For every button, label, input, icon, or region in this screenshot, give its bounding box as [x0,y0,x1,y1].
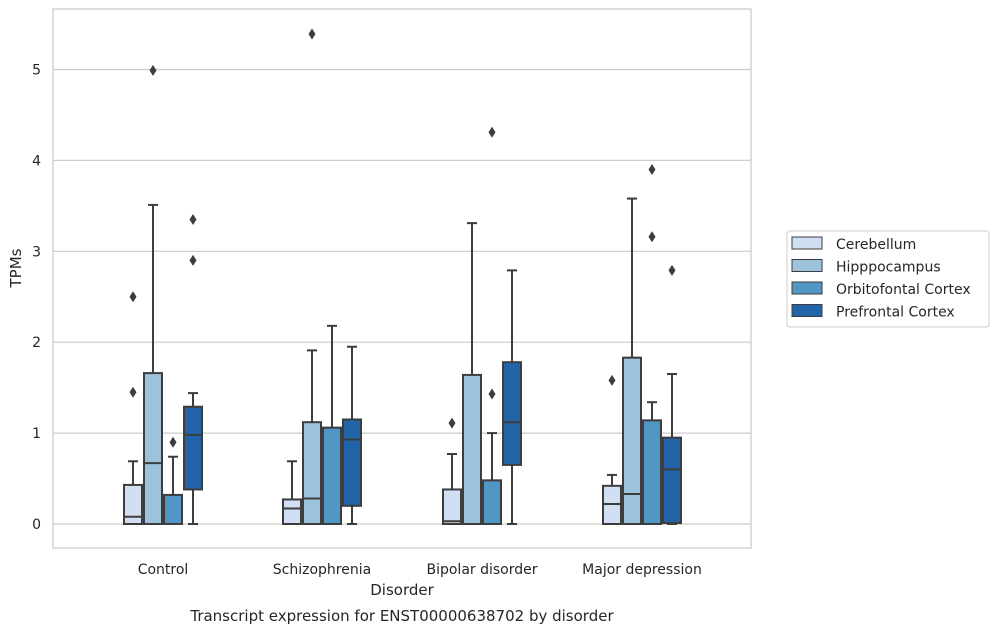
box-iqr [642,419,662,525]
outlier-point [149,64,157,76]
y-tick-label: 0 [32,517,41,533]
legend-label: Cerebellum [836,237,916,253]
y-tick-label: 1 [32,426,41,442]
box-0-3 [602,374,622,525]
box-iqr [342,418,362,507]
legend-label: Hipppocampus [836,260,941,276]
x-axis-title: Disorder [370,581,434,599]
y-tick-label: 2 [32,335,41,351]
chart-caption: Transcript expression for ENST0000063870… [189,607,614,625]
box-3-3 [662,264,682,525]
box-iqr [322,426,342,525]
box-iqr [462,373,482,526]
y-tick-labels: 0 1 2 3 4 5 [32,63,41,534]
legend-swatch [791,259,823,272]
y-axis-title: TPMs [7,248,25,288]
legend-swatch [791,304,823,317]
x-tick-label: Major depression [582,562,702,578]
box-iqr [302,421,322,525]
box-iqr [282,498,302,525]
outlier-point [648,231,656,243]
outlier-point [648,163,656,175]
box-0-0 [123,291,143,525]
outlier-point [608,374,616,386]
box-1-3 [622,197,642,526]
x-tick-label: Control [138,562,189,578]
boxes [123,28,682,526]
outlier-point [189,254,197,266]
box-iqr [482,479,502,526]
x-tick-labels: Control Schizophrenia Bipolar disorder Majo… [138,562,702,578]
box-iqr [123,483,143,525]
outlier-point [668,264,676,276]
box-2-1 [322,324,342,525]
legend-swatch [791,281,823,295]
outlier-point [448,417,456,429]
legend: Cerebellum Hipppocampus Orbitofontal Corte… [786,230,990,328]
box-iqr [662,436,682,525]
box-3-0 [183,213,203,525]
box-0-1 [282,460,302,525]
outlier-point [488,388,496,400]
legend-label: Orbitofontal Cortex [836,282,971,298]
box-iqr [442,488,462,526]
outlier-point [189,213,197,225]
legend-swatch [791,236,823,250]
outlier-point [129,386,137,398]
box-iqr [502,361,522,466]
legend-label: Prefrontal Cortex [836,305,955,321]
box-iqr [183,405,203,491]
box-1-0 [143,64,163,525]
outlier-point [488,126,496,138]
box-iqr [163,493,183,525]
outlier-point [129,291,137,303]
box-1-2 [462,222,482,526]
outlier-point [169,436,177,448]
box-0-2 [442,417,462,526]
box-2-0 [163,436,183,525]
box-2-3 [642,163,662,525]
box-3-1 [342,345,362,525]
box-iqr [143,372,163,525]
legend-frame [786,230,990,328]
y-tick-label: 5 [32,63,41,79]
x-tick-label: Schizophrenia [273,562,371,578]
y-tick-label: 4 [32,153,41,169]
box-1-1 [302,28,322,525]
y-tick-label: 3 [32,244,41,260]
box-2-2 [482,126,502,526]
box-3-2 [502,269,522,525]
box-iqr [622,356,642,526]
x-tick-label: Bipolar disorder [426,562,537,578]
outlier-point [308,28,316,40]
